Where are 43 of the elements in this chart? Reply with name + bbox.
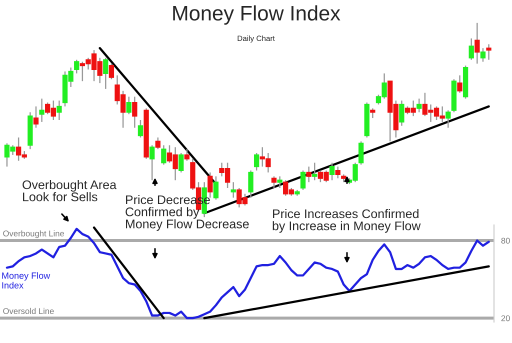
candlestick — [300, 170, 306, 191]
y-tick-label: 80 — [501, 238, 510, 244]
annotation: Overbought Area Look for Sells — [22, 180, 117, 202]
candlestick — [213, 176, 219, 200]
candlestick — [103, 57, 108, 90]
candlestick — [486, 44, 492, 60]
candlestick — [161, 144, 166, 166]
candlestick — [474, 22, 480, 64]
candlestick — [150, 144, 155, 181]
candlestick — [108, 63, 114, 80]
candlestick — [416, 98, 422, 113]
candlestick — [132, 96, 138, 128]
annotation: Price Increases Confirmed by Increase in Money Flow — [272, 209, 421, 233]
candlestick — [56, 100, 62, 121]
candlestick — [155, 136, 160, 150]
candlestick — [74, 59, 80, 74]
candlestick — [312, 162, 318, 181]
ref-line-label: Oversold Line — [3, 308, 54, 314]
ref-line-label: Overbought Line — [3, 230, 64, 238]
candlestick — [248, 170, 254, 198]
candlestick — [370, 108, 376, 119]
candlestick — [457, 74, 462, 94]
candlestick — [39, 98, 44, 123]
series-label: Money Flow Index — [2, 272, 50, 289]
candlestick — [277, 176, 282, 189]
candlestick — [254, 152, 260, 172]
candlestick — [446, 110, 451, 128]
candlestick — [329, 162, 335, 181]
candlestick — [306, 166, 312, 183]
candlestick — [33, 106, 39, 128]
candlestick — [230, 182, 236, 198]
candlestick — [126, 96, 132, 115]
candlestick — [138, 119, 144, 138]
candlestick — [480, 48, 486, 62]
candlestick — [184, 148, 190, 162]
candlestick — [399, 100, 404, 126]
candlestick — [178, 152, 184, 174]
candlestick — [335, 166, 340, 179]
candlestick — [468, 38, 474, 60]
candlestick — [358, 140, 364, 166]
candlestick — [271, 176, 277, 189]
chart-title: Money Flow Index — [173, 5, 340, 25]
y-tick-label: 20 — [501, 315, 510, 322]
